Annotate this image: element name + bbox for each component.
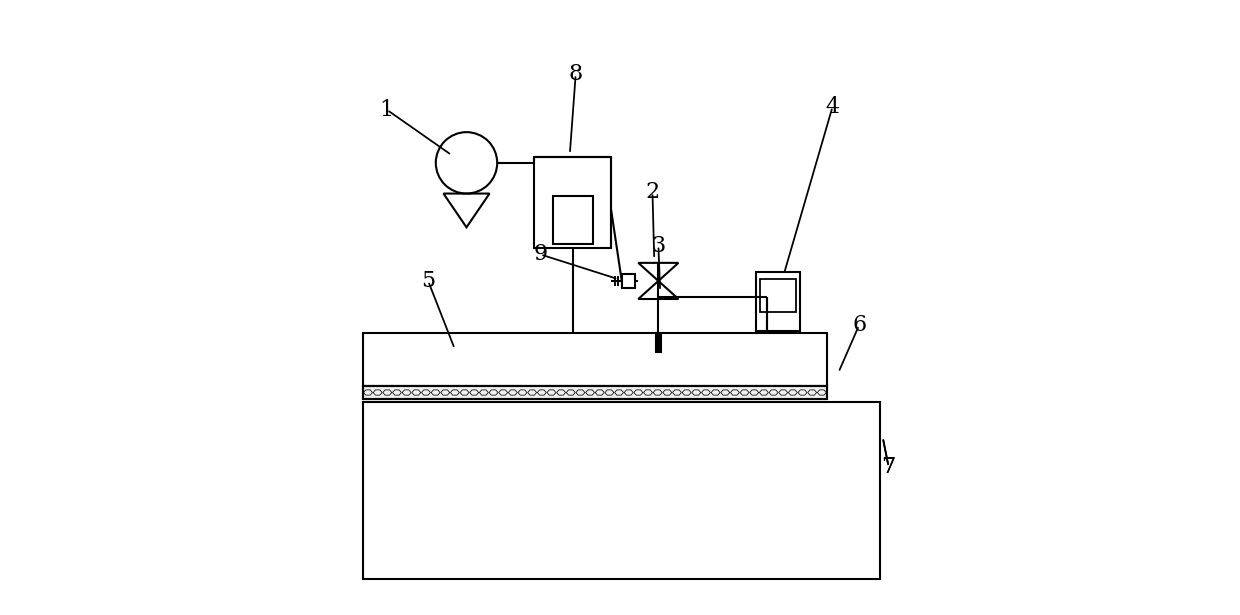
Text: 9: 9 (533, 244, 547, 265)
Bar (534, 157, 611, 248)
Text: 6: 6 (852, 314, 867, 336)
Text: 7: 7 (882, 456, 895, 478)
Text: 5: 5 (422, 270, 435, 292)
Bar (756, 272, 800, 331)
Bar (656, 333, 661, 352)
Text: 4: 4 (826, 96, 839, 117)
Bar (363, 333, 827, 386)
Text: 3: 3 (651, 234, 666, 256)
Text: 1: 1 (379, 99, 394, 121)
Text: 7: 7 (882, 456, 895, 478)
Bar (363, 386, 827, 399)
Bar (621, 274, 635, 288)
Text: 8: 8 (569, 63, 583, 85)
Text: 2: 2 (645, 181, 660, 204)
Bar (553, 196, 593, 244)
Bar (760, 279, 796, 312)
Bar (363, 386, 827, 399)
Bar (363, 402, 879, 579)
